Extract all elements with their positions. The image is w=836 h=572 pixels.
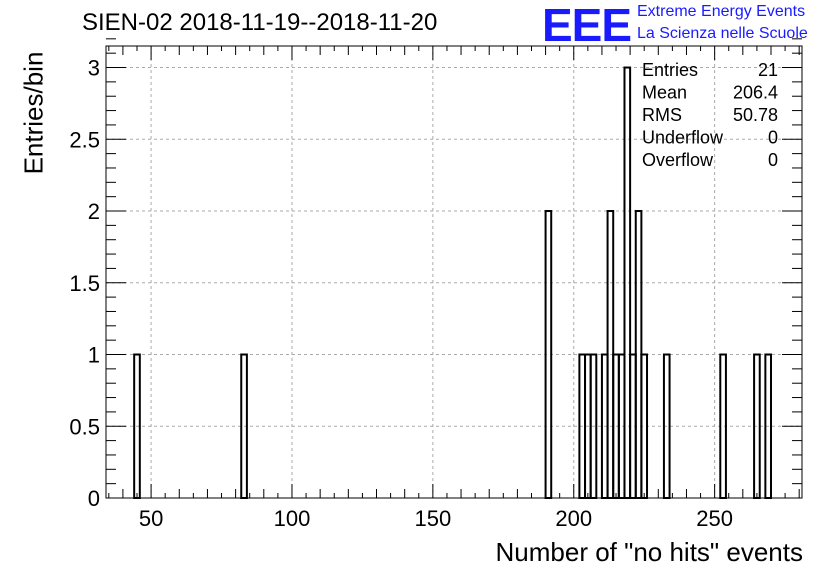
y-tick-label: 0: [88, 486, 100, 511]
x-tick-label: 50: [139, 506, 163, 531]
y-tick-label: 3: [88, 56, 100, 81]
x-tick-label: 100: [274, 506, 311, 531]
chart-title: SIEN-02 2018-11-19--2018-11-20: [82, 9, 438, 36]
eee-logo-mark: EEE: [542, 0, 632, 51]
stats-label: RMS: [642, 105, 682, 125]
stats-label: Overflow: [642, 150, 714, 170]
y-tick-label: 2: [88, 199, 100, 224]
logo-line-2: La Scienza nelle Scuole: [637, 25, 808, 42]
y-tick-label: 0.5: [69, 414, 100, 439]
stats-value: 21: [758, 60, 778, 80]
stats-value: 0: [768, 128, 778, 148]
stats-label: Entries: [642, 60, 698, 80]
stats-label: Underflow: [642, 128, 724, 148]
y-axis-label: Entries/bin: [18, 51, 49, 175]
x-tick-label: 250: [696, 506, 733, 531]
y-tick-label: 1: [88, 343, 100, 368]
x-tick-label: 200: [555, 506, 592, 531]
plot-frame: [105, 45, 803, 499]
stats-value: 50.78: [733, 105, 778, 125]
x-axis-label: Number of "no hits" events: [495, 537, 804, 567]
x-tick-label: 150: [415, 506, 452, 531]
stats-label: Mean: [642, 83, 687, 103]
tick-labels: 50 100 150 200 250 0 0.5 1 1.5 2 2.5 3: [69, 56, 733, 531]
grid: [106, 46, 802, 498]
y-tick-label: 2.5: [69, 127, 100, 152]
y-tick-label: 1.5: [69, 271, 100, 296]
axis-ticks: [106, 38, 802, 499]
stats-value: 206.4: [733, 83, 778, 103]
logo-line-1: Extreme Energy Events: [637, 3, 806, 20]
stats-value: 0: [768, 150, 778, 170]
stats-box: Entries 21 Mean 206.4 RMS 50.78 Underflow 0 Over…: [642, 60, 778, 170]
